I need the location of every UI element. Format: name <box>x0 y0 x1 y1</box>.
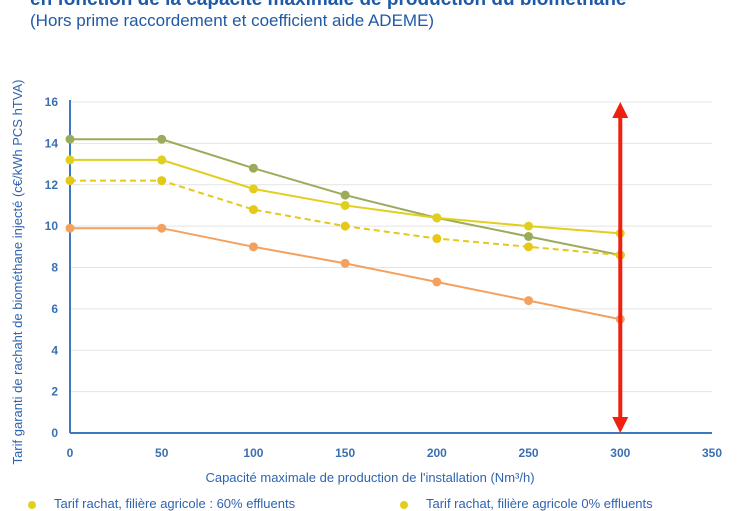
legend-item-0: Tarif rachat, filière agricole : 60% eff… <box>28 496 295 511</box>
series-2-point <box>248 205 258 215</box>
x-tick-label: 0 <box>67 446 74 460</box>
series-3-point <box>340 258 350 268</box>
series-2-point <box>157 176 167 186</box>
y-tick-label: 2 <box>51 385 58 399</box>
legend-label: Tarif rachat, filière agricole : 60% eff… <box>54 496 296 511</box>
y-axis-label: Tarif garanti de rachaht de biométhane i… <box>10 80 25 465</box>
chart-subtitle: (Hors prime raccordement et coefficient … <box>30 11 435 30</box>
series-2-point <box>432 234 442 244</box>
y-tick-label: 0 <box>51 426 58 440</box>
x-tick-label: 100 <box>243 446 263 460</box>
series-line-3 <box>70 227 621 321</box>
y-tick-label: 4 <box>51 343 58 357</box>
series-3-point <box>432 277 442 287</box>
y-tick-label: 10 <box>45 219 59 233</box>
legend-label: Tarif rachat, filière agricole 0% efflue… <box>426 496 653 511</box>
series-0-point <box>340 190 350 200</box>
series-2-point <box>65 176 75 186</box>
legend-item-1: Tarif rachat, filière agricole 0% efflue… <box>400 496 653 511</box>
x-axis-label: Capacité maximale de production de l'ins… <box>205 470 534 485</box>
legend-marker-icon <box>400 500 408 509</box>
annotation-arrow-head-up <box>612 102 629 118</box>
series-1-point <box>248 184 258 194</box>
y-tick-label: 14 <box>45 136 59 150</box>
series-0-point <box>157 134 167 144</box>
series-3-point <box>524 296 534 306</box>
series-0-point <box>248 163 258 173</box>
x-tick-label: 250 <box>519 446 539 460</box>
annotation-arrow-head-down <box>612 417 629 433</box>
y-tick-label: 8 <box>51 261 58 275</box>
y-tick-label: 12 <box>45 178 59 192</box>
x-tick-label: 150 <box>335 446 355 460</box>
series-1-point <box>432 213 442 223</box>
legend-marker-icon <box>28 500 36 509</box>
y-tick-label: 16 <box>45 95 59 109</box>
series-1-point <box>65 155 75 165</box>
series-3-point <box>248 242 258 252</box>
series-1-point <box>157 155 167 165</box>
chart-title: en fonction de la capacité maximale de p… <box>30 0 627 11</box>
series-0-point <box>524 231 534 241</box>
x-tick-label: 200 <box>427 446 447 460</box>
x-tick-label: 50 <box>155 446 169 460</box>
series-2-point <box>340 221 350 231</box>
series-2-point <box>524 242 534 252</box>
y-tick-label: 6 <box>51 302 58 316</box>
series-3-point <box>157 223 167 233</box>
x-tick-label: 300 <box>610 446 630 460</box>
series-0-point <box>65 134 75 144</box>
series-3-point <box>65 223 75 233</box>
x-tick-label: 350 <box>702 446 722 460</box>
series-1-point <box>340 200 350 210</box>
series-1-point <box>524 221 534 231</box>
